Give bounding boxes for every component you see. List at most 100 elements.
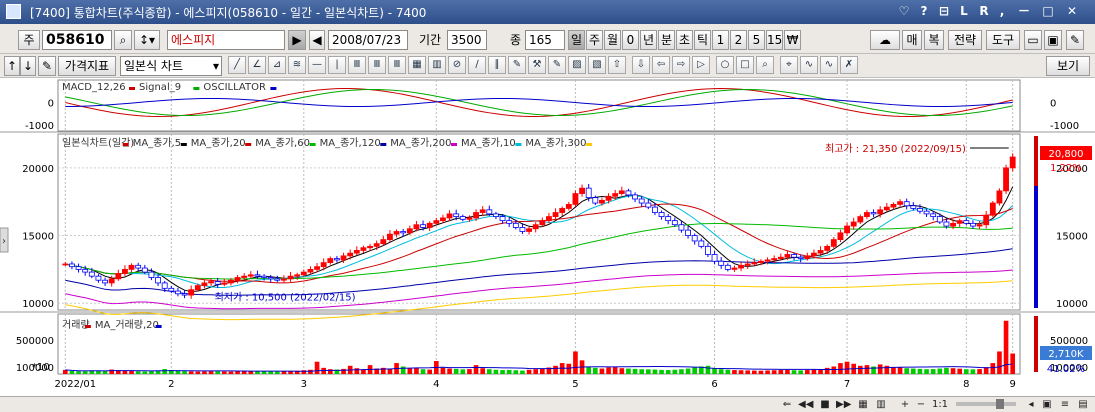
- strategy-button[interactable]: 전략: [948, 30, 982, 50]
- drawing-tool-1-icon[interactable]: ∠: [248, 56, 266, 74]
- drawing-tool-8-icon[interactable]: Ⅲ: [388, 56, 406, 74]
- stop-icon[interactable]: ■: [820, 399, 830, 410]
- candle-body: [400, 231, 407, 234]
- panel-frame-0: [57, 79, 1021, 132]
- view-button[interactable]: 보기: [1046, 56, 1090, 76]
- drawing-tool-10-icon[interactable]: ▥: [428, 56, 446, 74]
- count-input[interactable]: 165: [525, 30, 565, 50]
- close-button[interactable]: ✕: [1066, 4, 1078, 18]
- maximize-button[interactable]: □: [1042, 4, 1054, 18]
- chart-area[interactable]: 최고가 : 21,350 (2022/09/15) 최저가 : 10,500 (2…: [0, 78, 1095, 396]
- chart-canvas[interactable]: 최고가 : 21,350 (2022/09/15) 최저가 : 10,500 (2…: [0, 78, 1095, 396]
- range-icon[interactable]: ▥: [876, 399, 886, 410]
- nav-first-icon[interactable]: ⇐: [782, 399, 792, 410]
- drawing-tool-29-icon[interactable]: ∿: [820, 56, 838, 74]
- drawing-tool-28-icon[interactable]: ∿: [800, 56, 818, 74]
- drawing-tool-26-icon[interactable]: ⌕: [756, 56, 774, 74]
- drawing-tool-11-icon[interactable]: ⊘: [448, 56, 466, 74]
- arrow-up-icon[interactable]: ↑: [4, 56, 20, 76]
- sort-icon[interactable]: ↕▾: [134, 30, 160, 50]
- interval-button-10[interactable]: 5: [748, 30, 765, 50]
- stock-code-input[interactable]: 058610: [42, 30, 112, 50]
- candle-body: [585, 187, 592, 199]
- interval-button-7[interactable]: 틱: [694, 30, 711, 50]
- trade-button[interactable]: 매: [902, 30, 922, 50]
- chart-type-select[interactable]: 일본식 차트 ▾: [120, 56, 222, 76]
- arrow-left-icon[interactable]: ◂: [1028, 399, 1034, 410]
- interval-button-1[interactable]: 주: [586, 30, 603, 50]
- x-axis-label: 2: [168, 379, 174, 390]
- drawing-tool-4-icon[interactable]: —: [308, 56, 326, 74]
- drawing-tool-22-icon[interactable]: ⇨: [672, 56, 690, 74]
- interval-button-12[interactable]: ₩: [784, 30, 801, 50]
- grid-icon[interactable]: ▦: [858, 399, 868, 410]
- price-tick-left: 10000: [22, 299, 54, 310]
- refresh-icon[interactable]: R: [979, 4, 989, 18]
- drawing-tool-16-icon[interactable]: ✎: [548, 56, 566, 74]
- drawing-tool-19-icon[interactable]: ⇧: [608, 56, 626, 74]
- interval-button-4[interactable]: 년: [640, 30, 657, 50]
- zoom-slider-track[interactable]: [956, 402, 1016, 406]
- compound-button[interactable]: 복: [924, 30, 944, 50]
- drawing-tool-2-icon[interactable]: ⊿: [268, 56, 286, 74]
- drawing-tool-21-icon[interactable]: ⇦: [652, 56, 670, 74]
- drawing-tool-15-icon[interactable]: ⚒: [528, 56, 546, 74]
- drawing-tool-5-icon[interactable]: |: [328, 56, 346, 74]
- rewind-icon[interactable]: ◀◀: [798, 399, 814, 410]
- drawing-tool-30-icon[interactable]: ✗: [840, 56, 858, 74]
- drawing-tool-13-icon[interactable]: ∥: [488, 56, 506, 74]
- drawing-tool-9-icon[interactable]: ▦: [408, 56, 426, 74]
- drawing-tool-0-icon[interactable]: ╱: [228, 56, 246, 74]
- interval-button-3[interactable]: 0: [622, 30, 639, 50]
- market-select[interactable]: 주: [18, 30, 40, 50]
- drawing-tool-7-icon[interactable]: Ⅲ: [368, 56, 386, 74]
- interval-button-8[interactable]: 1: [712, 30, 729, 50]
- edit-icon[interactable]: ✎: [38, 56, 56, 76]
- period-input[interactable]: 3500: [447, 30, 487, 50]
- export-icon[interactable]: ▤: [1078, 399, 1088, 410]
- volume-bar: [645, 369, 651, 374]
- arrow-down-icon[interactable]: ↓: [20, 56, 36, 76]
- stock-name-field[interactable]: 에스피지: [167, 30, 285, 50]
- drawing-tool-3-icon[interactable]: ≋: [288, 56, 306, 74]
- volume-bar: [175, 370, 181, 374]
- drawing-tool-25-icon[interactable]: □: [736, 56, 754, 74]
- folder-icon[interactable]: ▭: [1024, 30, 1042, 50]
- drawing-tool-27-icon[interactable]: ⌖: [780, 56, 798, 74]
- save-icon[interactable]: ▣: [1044, 30, 1062, 50]
- interval-button-11[interactable]: 15: [766, 30, 783, 50]
- wrench-icon[interactable]: ✎: [1066, 30, 1084, 50]
- price-indicator-button[interactable]: 가격지표: [58, 56, 116, 76]
- interval-button-5[interactable]: 분: [658, 30, 675, 50]
- interval-button-0[interactable]: 일: [568, 30, 585, 50]
- candle-body: [241, 275, 248, 278]
- drawing-tool-24-icon[interactable]: ○: [716, 56, 734, 74]
- drawing-tool-20-icon[interactable]: ⇩: [632, 56, 650, 74]
- drawing-tool-14-icon[interactable]: ✎: [508, 56, 526, 74]
- link-icon[interactable]: L: [960, 4, 968, 18]
- zoom-in-icon[interactable]: +: [900, 399, 910, 410]
- minimize-button[interactable]: －: [1017, 4, 1030, 18]
- zoom-out-icon[interactable]: −: [916, 399, 926, 410]
- cloud-icon[interactable]: ☁: [870, 30, 900, 50]
- drawing-tool-23-icon[interactable]: ▷: [692, 56, 710, 74]
- forward-icon[interactable]: ▶▶: [836, 399, 852, 410]
- interval-button-2[interactable]: 월: [604, 30, 621, 50]
- help-icon[interactable]: ?: [920, 4, 928, 18]
- drawing-tool-18-icon[interactable]: ▧: [588, 56, 606, 74]
- play-icon[interactable]: ▶: [288, 30, 306, 50]
- drawing-tool-12-icon[interactable]: ∕: [468, 56, 486, 74]
- interval-button-6[interactable]: 초: [676, 30, 693, 50]
- tools-button[interactable]: 도구: [986, 30, 1020, 50]
- zoom-slider-handle[interactable]: [996, 399, 1004, 409]
- search-icon[interactable]: ⌕: [114, 30, 132, 50]
- interval-button-9[interactable]: 2: [730, 30, 747, 50]
- list-icon[interactable]: ≡: [1060, 399, 1070, 410]
- layout-icon[interactable]: ⊟: [938, 4, 950, 18]
- prev-icon[interactable]: ◀: [309, 30, 325, 50]
- date-input[interactable]: 2008/07/23: [328, 30, 408, 50]
- drawing-tool-6-icon[interactable]: Ⅲ: [348, 56, 366, 74]
- drawing-tool-17-icon[interactable]: ▨: [568, 56, 586, 74]
- favorite-icon[interactable]: ♡: [898, 4, 910, 18]
- settings-icon[interactable]: ▣: [1042, 399, 1052, 410]
